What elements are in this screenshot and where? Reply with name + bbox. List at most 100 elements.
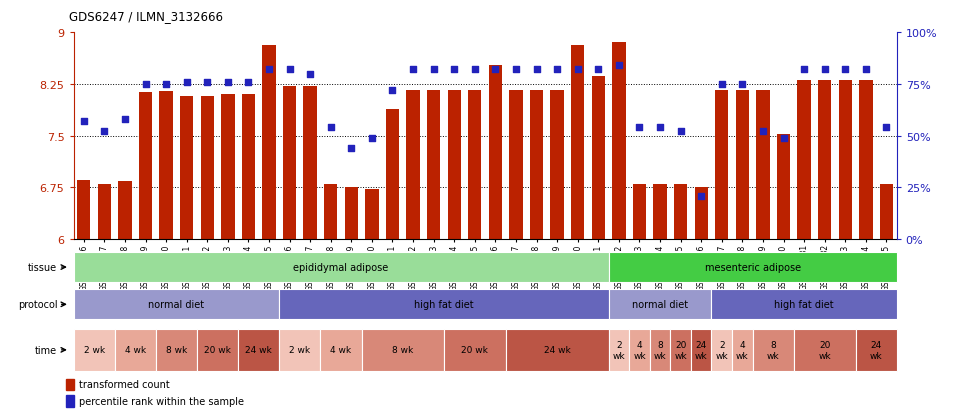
Bar — [695, 187, 708, 240]
Bar — [609, 329, 629, 371]
Bar — [711, 329, 732, 371]
Text: 24
wk: 24 wk — [870, 340, 882, 360]
Bar — [753, 329, 794, 371]
Bar — [74, 290, 279, 320]
Bar — [859, 81, 872, 240]
Text: normal diet: normal diet — [148, 299, 205, 310]
Text: 20 wk: 20 wk — [462, 346, 488, 354]
Text: 8 wk: 8 wk — [392, 346, 414, 354]
Text: 24
wk: 24 wk — [695, 340, 708, 360]
Point — [118, 116, 133, 123]
Bar — [366, 189, 378, 240]
Point — [365, 135, 380, 142]
Bar — [263, 45, 275, 240]
Point — [713, 81, 729, 88]
Point — [303, 71, 318, 78]
Bar — [77, 181, 90, 240]
Text: 4
wk: 4 wk — [633, 340, 646, 360]
Bar — [506, 329, 609, 371]
Bar — [592, 76, 605, 240]
Bar — [856, 329, 897, 371]
Point — [879, 125, 895, 131]
Point — [796, 67, 811, 74]
Point — [632, 125, 648, 131]
Point — [137, 81, 154, 88]
Bar — [283, 87, 296, 240]
Text: GDS6247 / ILMN_3132666: GDS6247 / ILMN_3132666 — [69, 10, 222, 23]
Bar — [320, 329, 362, 371]
Bar — [197, 329, 238, 371]
Bar — [98, 185, 111, 240]
Text: 20
wk: 20 wk — [818, 340, 831, 360]
Point — [158, 81, 174, 88]
Bar — [66, 379, 74, 391]
Point — [612, 63, 627, 69]
Bar — [444, 329, 506, 371]
Bar — [777, 135, 790, 240]
Point — [220, 79, 235, 86]
Bar — [839, 81, 852, 240]
Point — [509, 67, 524, 74]
Text: 4 wk: 4 wk — [330, 346, 352, 354]
Bar — [715, 91, 728, 240]
Bar — [711, 290, 897, 320]
Text: 2 wk: 2 wk — [289, 346, 311, 354]
Bar — [609, 290, 711, 320]
Bar — [156, 329, 197, 371]
Text: 24 wk: 24 wk — [544, 346, 570, 354]
Text: 2 wk: 2 wk — [83, 346, 105, 354]
Point — [467, 67, 483, 74]
Point — [529, 67, 545, 74]
Bar — [362, 329, 444, 371]
Bar — [654, 185, 666, 240]
Bar — [345, 187, 358, 240]
Bar — [407, 91, 419, 240]
Text: 4 wk: 4 wk — [124, 346, 146, 354]
Text: 24 wk: 24 wk — [245, 346, 272, 354]
Bar — [221, 95, 234, 240]
Point — [385, 88, 401, 94]
Point — [261, 67, 277, 74]
Text: time: time — [35, 345, 57, 355]
Bar — [691, 329, 711, 371]
Point — [590, 67, 606, 74]
Bar — [880, 185, 893, 240]
Bar — [736, 91, 749, 240]
Point — [672, 129, 688, 135]
Text: 8 wk: 8 wk — [166, 346, 187, 354]
Text: 2
wk: 2 wk — [612, 340, 625, 360]
Bar — [674, 185, 687, 240]
Text: 8
wk: 8 wk — [767, 340, 779, 360]
Text: transformed count: transformed count — [78, 379, 170, 389]
Text: epididymal adipose: epididymal adipose — [293, 262, 389, 273]
Bar — [448, 91, 461, 240]
Bar — [571, 45, 584, 240]
Point — [837, 67, 853, 74]
Bar — [279, 290, 609, 320]
Text: 4
wk: 4 wk — [736, 340, 749, 360]
Point — [549, 67, 564, 74]
Bar — [386, 110, 399, 240]
Point — [488, 67, 504, 74]
Point — [776, 135, 792, 142]
Point — [694, 193, 710, 199]
Text: 20 wk: 20 wk — [204, 346, 231, 354]
Text: 20
wk: 20 wk — [674, 340, 687, 360]
Point — [735, 81, 751, 88]
Point — [241, 79, 257, 86]
Bar — [201, 96, 214, 240]
Bar — [180, 96, 193, 240]
Bar — [139, 93, 152, 240]
Bar — [115, 329, 156, 371]
Text: mesenteric adipose: mesenteric adipose — [705, 262, 801, 273]
Bar — [489, 66, 502, 240]
Bar — [609, 252, 897, 282]
Bar — [427, 91, 440, 240]
Point — [858, 67, 874, 74]
Bar — [629, 329, 650, 371]
Point — [75, 119, 92, 125]
Text: normal diet: normal diet — [632, 299, 688, 310]
Point — [406, 67, 421, 74]
Bar — [732, 329, 753, 371]
Text: high fat diet: high fat diet — [774, 299, 834, 310]
